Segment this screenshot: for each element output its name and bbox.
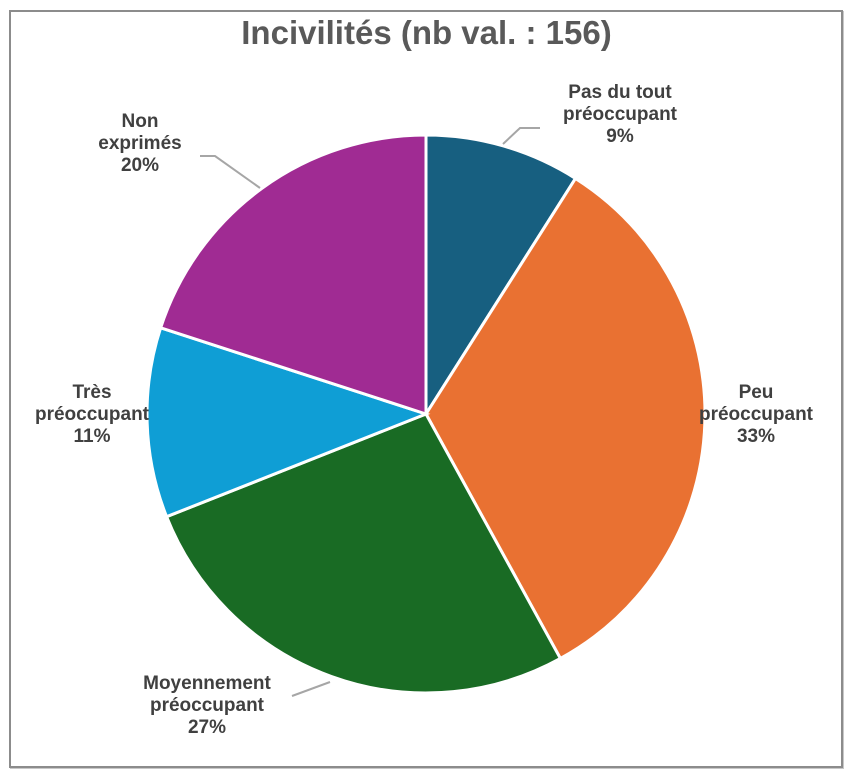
label-non-exprimes: Non exprimés 20% bbox=[80, 111, 200, 177]
label-line: préoccupant bbox=[34, 404, 150, 425]
label-pct: 33% bbox=[736, 426, 776, 447]
pie-slice bbox=[424, 133, 578, 420]
label-peu: Peu préoccupant 33% bbox=[676, 382, 836, 448]
label-line: Non bbox=[121, 111, 159, 132]
label-pas-du-tout: Pas du tout préoccupant 9% bbox=[540, 82, 700, 148]
label-pct: 11% bbox=[73, 426, 111, 447]
pie-slice bbox=[158, 133, 428, 417]
pie-slices bbox=[145, 133, 707, 695]
label-pct: 27% bbox=[187, 717, 227, 738]
label-line: Peu bbox=[738, 382, 774, 403]
label-line: préoccupant bbox=[149, 695, 265, 716]
chart-title: Incivilités (nb val. : 156) bbox=[241, 14, 612, 51]
pie-slice bbox=[145, 325, 431, 519]
pie-slice bbox=[164, 412, 563, 695]
label-line: préoccupant bbox=[698, 404, 814, 425]
label-line: Pas du tout bbox=[568, 82, 672, 103]
label-line: exprimés bbox=[98, 133, 182, 154]
label-moyennement: Moyennement préoccupant 27% bbox=[117, 673, 297, 739]
label-pct: 9% bbox=[606, 126, 634, 147]
leader-lines bbox=[200, 127, 540, 697]
label-line: préoccupant bbox=[562, 104, 678, 125]
label-tres: Très préoccupant 11% bbox=[12, 382, 172, 448]
label-line: Moyennement bbox=[143, 673, 271, 694]
label-line: Très bbox=[72, 382, 112, 403]
label-pct: 20% bbox=[120, 155, 160, 176]
